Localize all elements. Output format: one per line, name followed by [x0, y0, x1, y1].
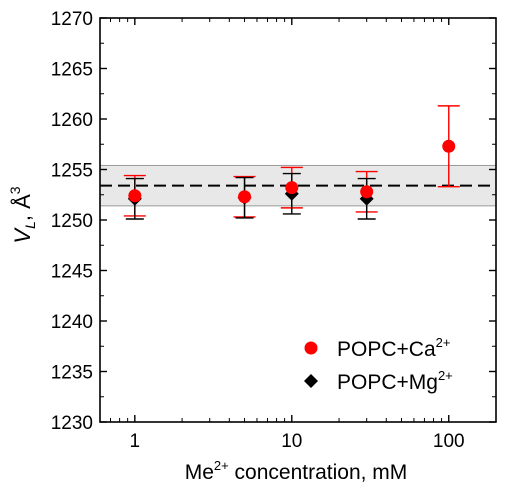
data-point-ca	[238, 190, 252, 204]
legend-label-ca: POPC+Ca2+	[337, 335, 450, 361]
y-tick-label: 1265	[51, 60, 93, 81]
legend-marker-ca	[304, 341, 318, 355]
x-tick-label: 100	[433, 431, 465, 452]
y-tick-label: 1235	[51, 363, 93, 384]
svg-text:VL, Å3: VL, Å3	[7, 186, 38, 243]
y-axis-label-rest: , Å	[10, 194, 35, 221]
y-tick-label: 1245	[51, 262, 93, 283]
y-tick-label: 1240	[51, 312, 93, 333]
y-tick-label: 1250	[51, 211, 93, 232]
x-axis-label: Me2+ concentration, mM	[185, 458, 408, 484]
error-bars-layer	[123, 105, 460, 220]
ticks-layer: 1230 1235 1240 1245 1250 1255 1260 1265 1270 1 10 1…	[51, 9, 496, 452]
legend-label-mg: POPC+Mg2+	[337, 368, 453, 394]
legend-marker-mg	[304, 374, 318, 388]
legend-label-mg-base: POPC+Mg	[337, 371, 438, 394]
legend-label-mg-sup: 2+	[438, 368, 453, 383]
y-tick-label: 1255	[51, 161, 93, 182]
reference-band-layer	[99, 164, 497, 207]
y-axis-label-main: V	[10, 227, 35, 244]
y-axis-label: VL, Å3	[7, 186, 38, 243]
y-axis-label-sup: 3	[7, 186, 23, 194]
legend-label-ca-base: POPC+Ca	[337, 338, 436, 361]
legend: POPC+Ca2+ POPC+Mg2+	[304, 335, 453, 394]
data-point-ca	[360, 185, 374, 199]
plot-frame	[99, 17, 497, 423]
x-axis-label-base: Me	[185, 461, 214, 484]
data-point-ca	[442, 139, 456, 153]
y-tick-label: 1260	[51, 110, 93, 131]
data-point-ca	[285, 181, 299, 195]
markers-layer	[127, 139, 456, 206]
y-axis-label-sub: L	[22, 221, 38, 229]
data-point-ca	[128, 189, 142, 203]
y-tick-label: 1230	[51, 413, 93, 434]
x-tick-label: 10	[281, 431, 302, 452]
legend-label-ca-sup: 2+	[436, 335, 451, 350]
x-tick-label: 1	[130, 431, 141, 452]
y-tick-label: 1270	[51, 9, 93, 30]
x-axis-label-sup: 2+	[214, 458, 229, 473]
x-axis-label-rest: concentration, mM	[229, 461, 408, 484]
